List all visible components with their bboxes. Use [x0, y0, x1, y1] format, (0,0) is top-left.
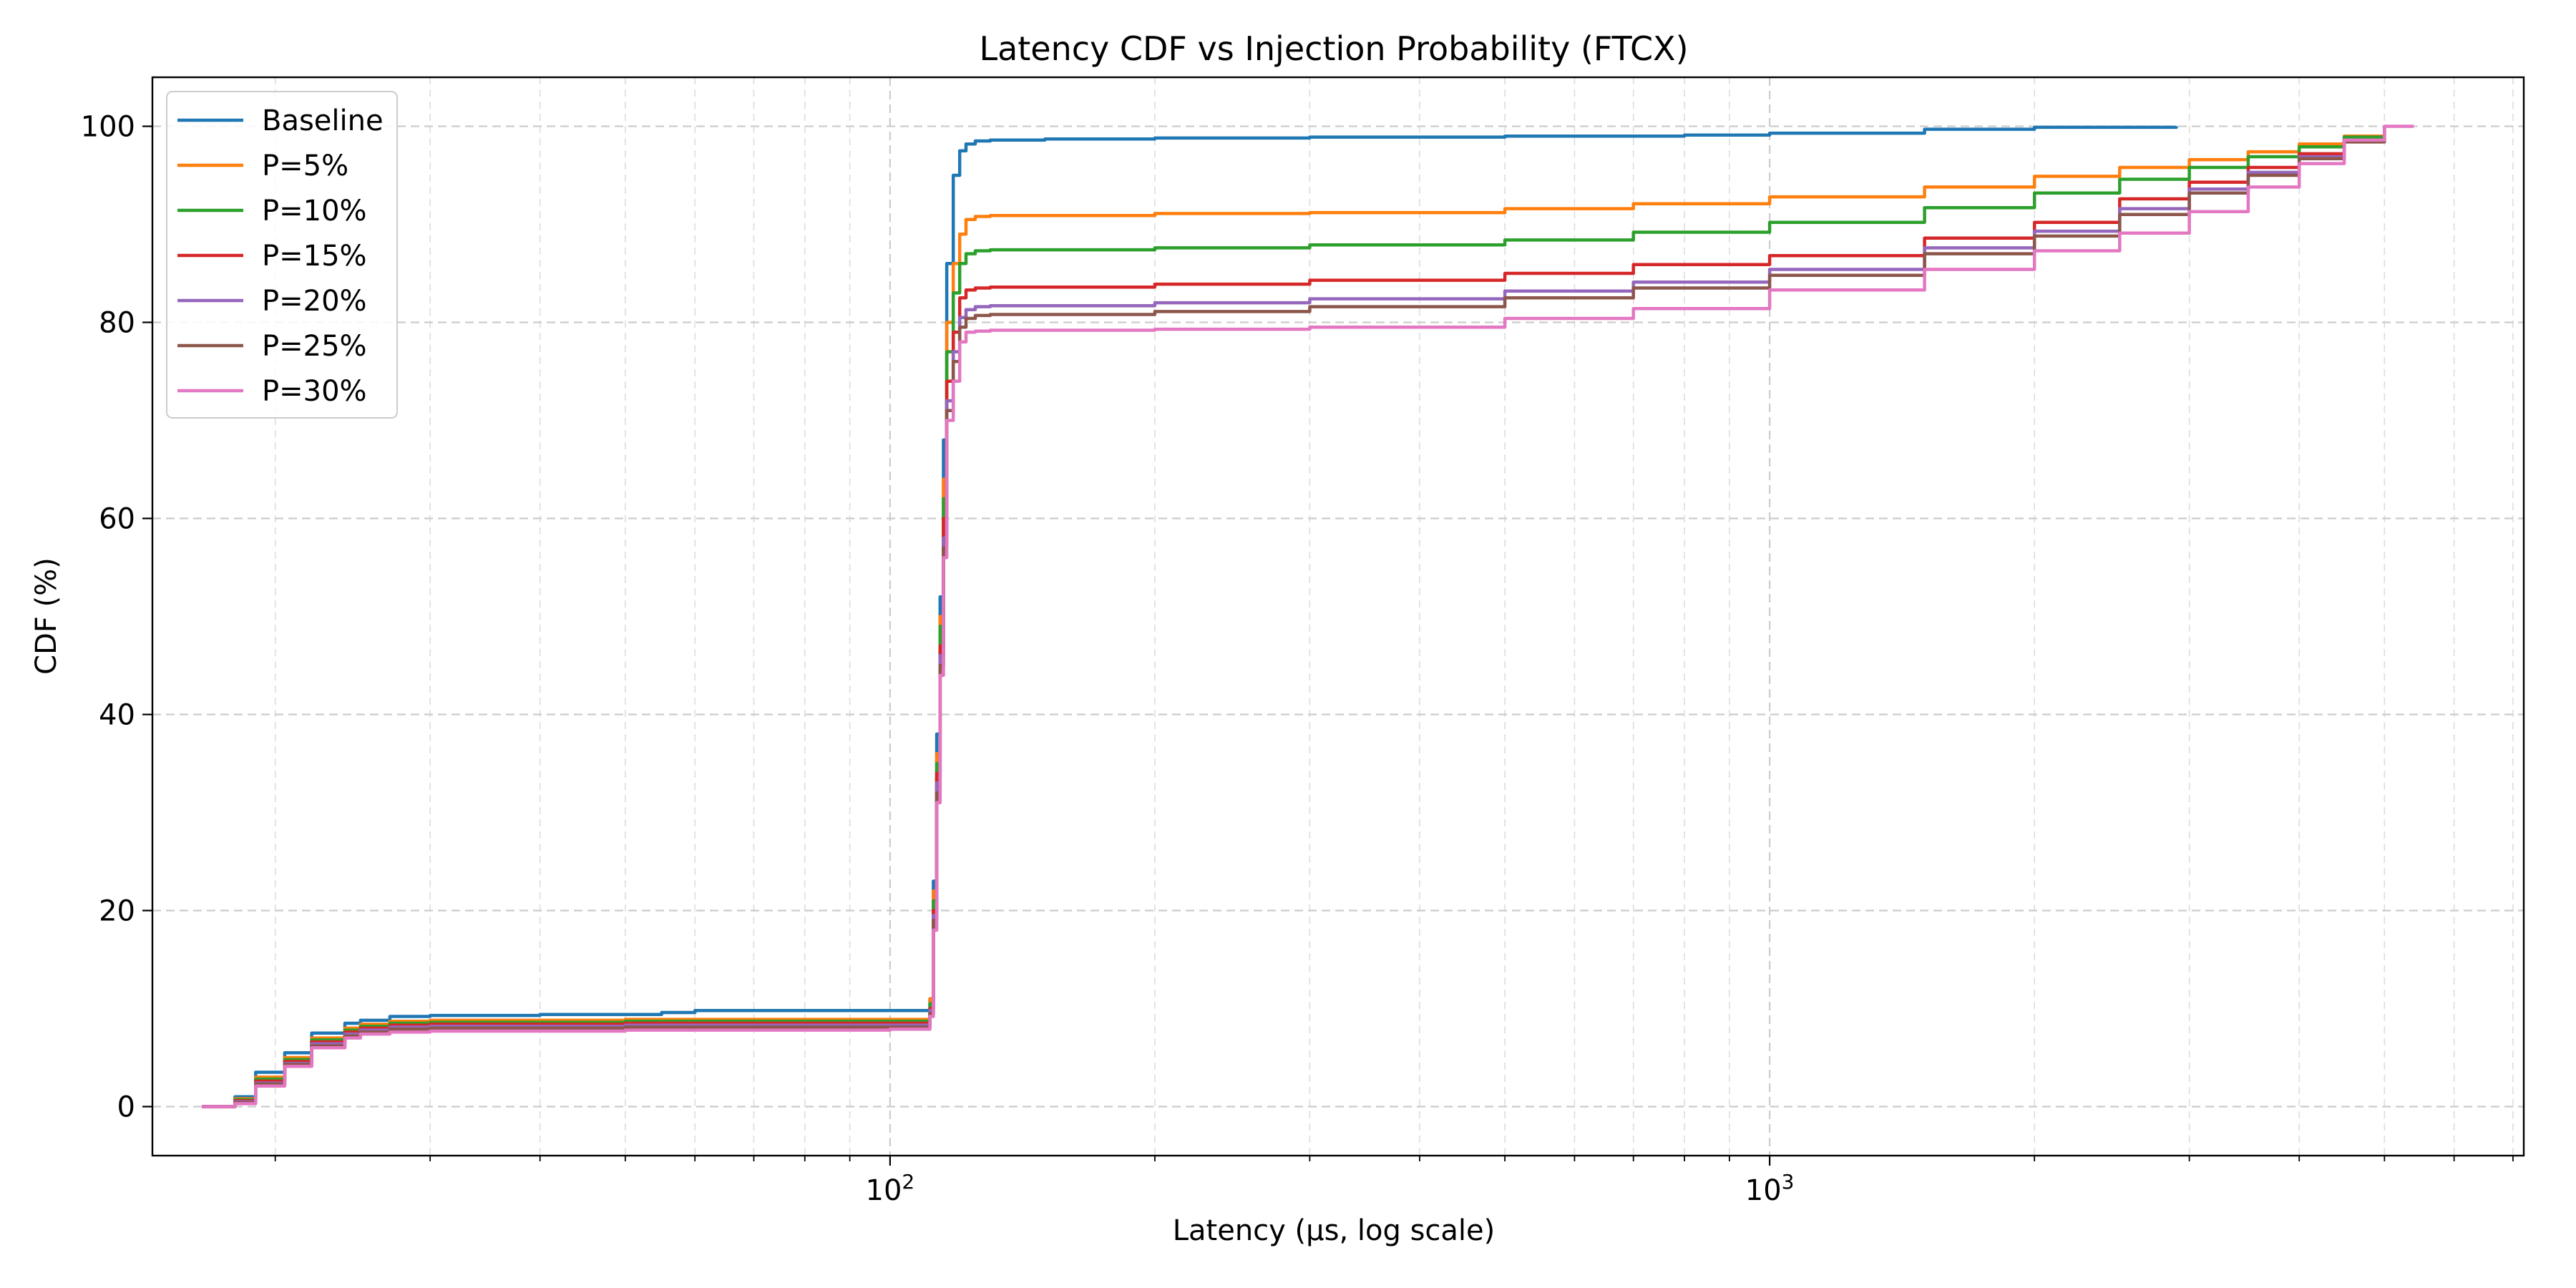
y-tick-label: 100	[81, 111, 135, 144]
legend: Baseline P=5% P=10% P=15% P=20% P=25% P=30%	[166, 91, 398, 419]
x-tick-label: 102	[866, 1170, 915, 1207]
y-tick-label: 60	[99, 503, 135, 536]
y-tick-label: 0	[117, 1091, 135, 1124]
chart-title: Latency CDF vs Injection Probability (FT…	[979, 29, 1688, 68]
y-tick-label: 40	[99, 699, 135, 732]
x-tick-label: 103	[1745, 1170, 1795, 1207]
plot-area-frame	[151, 76, 2525, 1157]
y-tick-label: 20	[99, 895, 135, 928]
x-axis-label: Latency (µs, log scale)	[1173, 1214, 1496, 1247]
legend-label-3: P=10%	[262, 195, 367, 228]
legend-label-6: P=25%	[262, 330, 367, 363]
legend-frame	[166, 91, 398, 419]
y-axis-label: CDF (%)	[30, 557, 63, 675]
series-lines	[202, 125, 2414, 1108]
series-line-7	[202, 125, 2414, 1108]
legend-label-4: P=15%	[262, 240, 367, 273]
legend-label-5: P=20%	[262, 285, 367, 318]
y-axis-ticks: 0 20 40 60 80 100	[81, 111, 152, 1124]
legend-label-2: P=5%	[262, 150, 348, 182]
x-axis-ticks: 102 103	[274, 1156, 2514, 1207]
legend-label-7: P=30%	[262, 375, 367, 408]
y-tick-label: 80	[99, 307, 135, 340]
legend-label-1: Baseline	[262, 104, 384, 137]
